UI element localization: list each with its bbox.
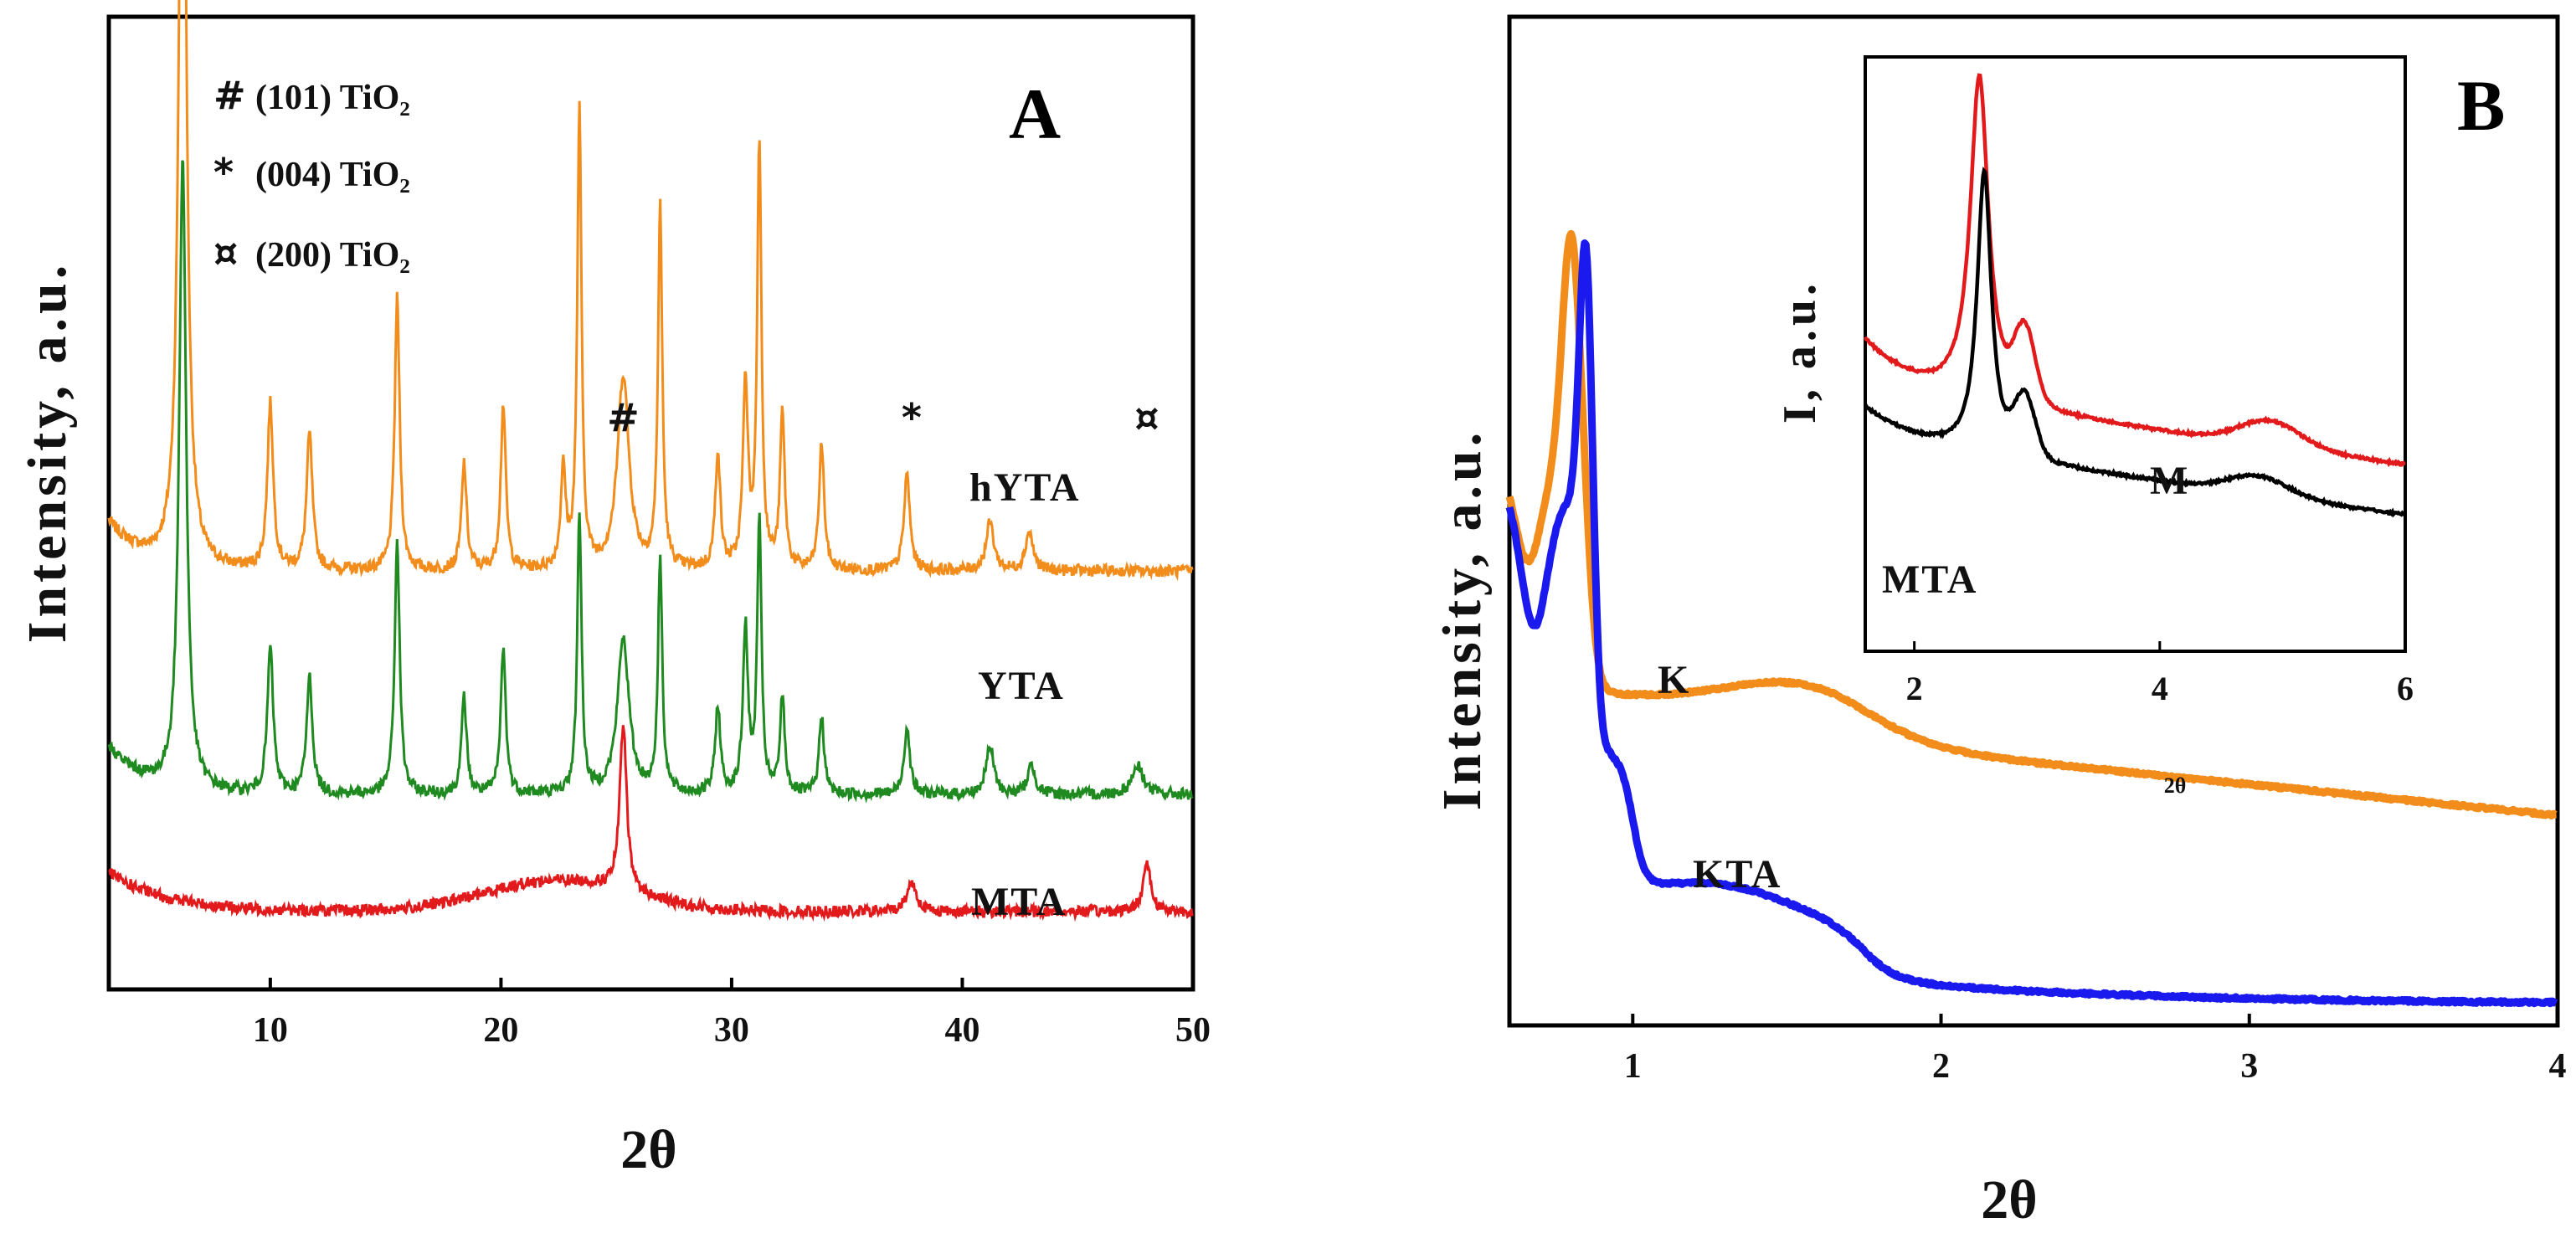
legend-symbol-3: ¤ [213,230,238,275]
series-hyta-line [107,0,1194,582]
panel-b-y-axis-label: Intensity, a.u. [1432,429,1493,810]
x-tick-label-20: 20 [483,1011,518,1050]
inset-series [1863,73,2406,518]
legend-symbol-1: # [213,73,246,118]
b-x-tick-label-1: 1 [1624,1047,1642,1086]
inset-frame [1864,55,2407,653]
legend-symbol-2: * [213,150,234,195]
x-tick-label-40: 40 [944,1011,979,1050]
series-label-yta: YTA [978,664,1065,708]
inset-x-axis-label: 2θ [2164,773,2187,798]
inset: 2 4 6 I, a.u. 2θ M MTA [1774,55,2414,798]
inset-y-axis-label: I, a.u. [1774,280,1826,424]
panel-a-label: A [1009,74,1061,154]
peak-marker-2: * [902,395,922,440]
b-x-tick-label-3: 3 [2240,1047,2258,1086]
inset-series-label-m: M [2150,459,2189,503]
x-tick-label-10: 10 [253,1011,288,1050]
inset-series-label-mta: MTA [1882,557,1977,602]
inset-x-tick-label-6: 6 [2397,670,2414,707]
legend-text-2: (004) TiO₂ [255,156,410,194]
panel-b: 1 2 3 4 B Intensity, a.u. 2θ K KTA 2 4 6 I, a… [1432,14,2567,1230]
panel-b-x-axis-label: 2θ [1981,1169,2037,1230]
b-x-tick-label-4: 4 [2549,1047,2567,1086]
legend-text-3: (200) TiO₂ [255,236,410,275]
series-kta-line [1505,239,2559,1008]
panel-a-y-axis-label: Intensity, a.u. [17,261,78,643]
legend-text-1: (101) TiO₂ [255,79,410,117]
panel-b-x-ticks: 1 2 3 4 [1624,1014,2567,1086]
panel-a-x-axis-label: 2θ [620,1119,676,1180]
inset-series-m-line [1863,73,2406,468]
inset-x-tick-label-4: 4 [2152,670,2168,707]
panel-a-series [107,0,1194,922]
panel-a-x-ticks: 10 20 30 40 50 [253,978,1211,1050]
inset-x-ticks: 2 4 6 [1906,641,2414,707]
series-label-hyta: hYTA [969,465,1080,510]
panel-a-series-labels: hYTA YTA MTA [969,465,1080,924]
series-label-kta: KTA [1693,852,1782,896]
series-label-k: K [1658,658,1690,702]
x-tick-label-50: 50 [1175,1011,1211,1050]
x-tick-label-30: 30 [714,1011,749,1050]
panel-b-series [1505,229,2559,1008]
series-k-line [1505,229,2559,819]
series-label-mta: MTA [971,880,1067,924]
panel-a-peak-markers: # * ¤ [607,395,1159,440]
panel-a: 10 20 30 40 50 A Intensity, a.u. 2θ # (101) T… [17,0,1211,1180]
peak-marker-3: ¤ [1134,395,1159,440]
series-yta-line [107,160,1194,804]
peak-marker-1: # [607,395,640,440]
inset-x-tick-label-2: 2 [1906,670,1923,707]
panel-a-legend: # (101) TiO₂ * (004) TiO₂ ¤ (200) TiO₂ [213,73,410,275]
b-x-tick-label-2: 2 [1932,1047,1950,1086]
series-mta-line [108,725,1194,922]
panel-b-label: B [2457,65,2505,146]
inset-series-mta-line [1864,166,2405,518]
panel-a-frame [106,14,1195,992]
